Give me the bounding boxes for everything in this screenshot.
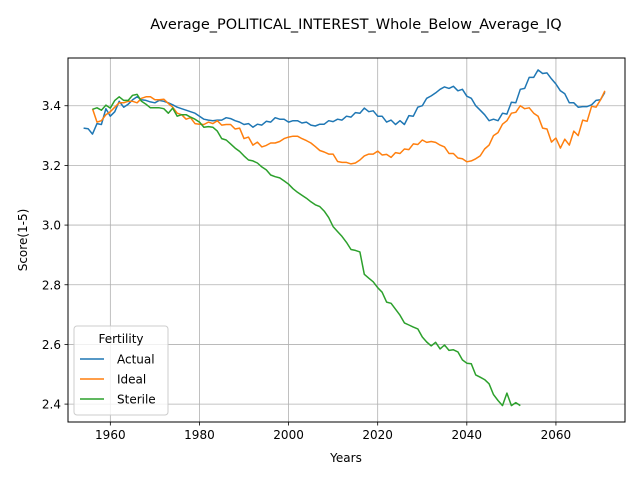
legend-title: Fertility xyxy=(98,332,143,346)
plot-frame xyxy=(67,57,626,423)
x-axis: 1960 1980 2000 2020 2040 2060 xyxy=(95,422,571,442)
series-line-actual xyxy=(83,69,606,135)
y-tick-label: 3.2 xyxy=(42,159,61,173)
x-tick-label: 2060 xyxy=(541,428,572,442)
legend-label-ideal: Ideal xyxy=(117,373,146,387)
x-tick-label: 2020 xyxy=(362,428,393,442)
x-tick-label: 2040 xyxy=(452,428,483,442)
x-tick-label: 2000 xyxy=(273,428,304,442)
y-tick-label: 2.8 xyxy=(42,278,61,292)
series-layer xyxy=(83,69,606,407)
y-axis: 2.4 2.6 2.8 3.0 3.2 3.4 xyxy=(42,99,68,412)
x-tick-label: 1960 xyxy=(95,428,126,442)
legend-box xyxy=(73,325,169,416)
legend: Fertility Actual Ideal Sterile xyxy=(73,325,169,416)
legend-label-sterile: Sterile xyxy=(117,393,156,407)
legend-label-actual: Actual xyxy=(117,353,155,367)
series-line-ideal xyxy=(91,90,606,165)
x-tick-label: 1980 xyxy=(184,428,215,442)
series-line-sterile xyxy=(92,93,521,407)
y-tick-label: 3.4 xyxy=(42,99,61,113)
x-axis-label: Years xyxy=(329,451,362,465)
y-axis-label: Score(1-5) xyxy=(16,209,30,272)
y-tick-label: 2.6 xyxy=(42,338,61,352)
y-tick-label: 3.0 xyxy=(42,219,61,233)
y-tick-label: 2.4 xyxy=(42,398,61,412)
chart-title: Average_POLITICAL_INTEREST_Whole_Below_A… xyxy=(150,17,561,33)
